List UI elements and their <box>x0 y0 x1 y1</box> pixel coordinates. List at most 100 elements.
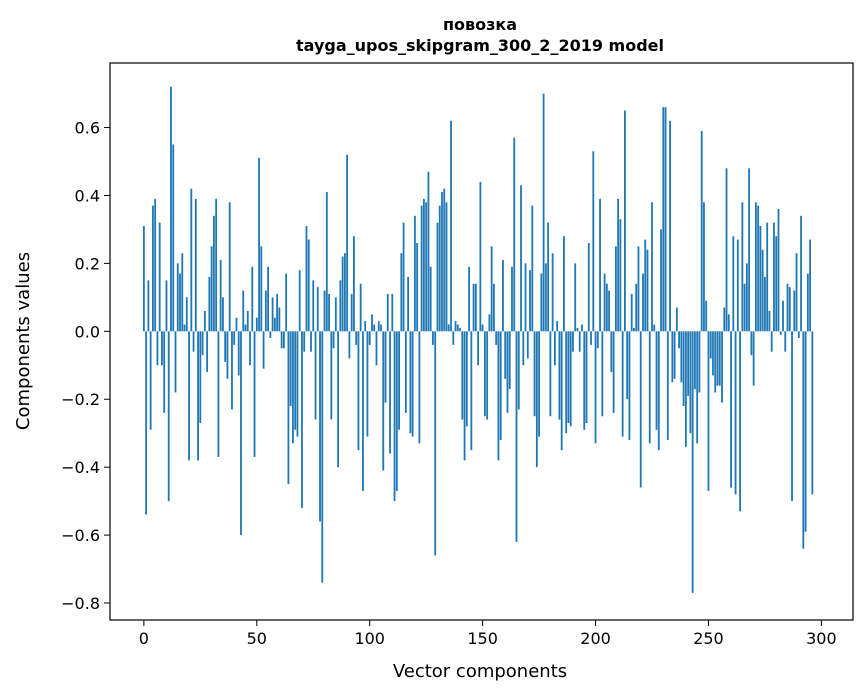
bar <box>380 324 382 332</box>
bar <box>486 331 489 420</box>
bar <box>587 243 590 332</box>
bar <box>556 321 559 332</box>
bar <box>366 331 369 437</box>
bar <box>190 188 193 332</box>
bar <box>698 331 701 393</box>
bar <box>599 198 601 332</box>
bar <box>628 331 631 440</box>
bar <box>511 266 513 332</box>
bar <box>307 239 310 332</box>
bar <box>411 331 414 437</box>
bar <box>732 236 735 332</box>
bar <box>423 198 425 332</box>
bar <box>375 331 378 366</box>
bar <box>540 273 543 332</box>
bar <box>603 273 606 332</box>
bar <box>788 287 791 332</box>
bar <box>219 259 222 332</box>
bar <box>321 331 324 583</box>
bar <box>165 280 168 332</box>
bar <box>339 280 342 332</box>
bar <box>353 236 355 332</box>
bar <box>278 307 281 332</box>
y-tick-label: 0.0 <box>75 322 100 341</box>
bar <box>371 314 373 332</box>
bar <box>454 321 457 332</box>
bar <box>669 120 671 332</box>
bar <box>181 253 184 332</box>
bar <box>583 331 586 430</box>
bar <box>203 310 206 332</box>
bar <box>694 331 696 390</box>
bar <box>551 253 554 332</box>
bar <box>791 331 793 502</box>
bar <box>804 331 807 532</box>
bar <box>258 158 260 332</box>
bar <box>427 171 430 332</box>
bar <box>542 93 545 332</box>
bar <box>174 331 177 393</box>
bar <box>786 283 789 332</box>
bar <box>294 331 297 430</box>
bars-group <box>142 86 814 593</box>
bar <box>459 327 461 332</box>
bar <box>533 331 536 417</box>
bar <box>305 226 308 332</box>
bar <box>700 130 703 332</box>
bar <box>267 266 269 332</box>
bar <box>355 331 358 345</box>
bar <box>680 331 683 383</box>
bar <box>773 222 775 332</box>
bar <box>522 331 525 366</box>
bar <box>314 331 317 420</box>
bar <box>285 273 288 332</box>
bar <box>332 331 335 349</box>
bar <box>707 331 710 491</box>
bar <box>524 263 527 332</box>
bar <box>567 331 570 424</box>
bar <box>337 331 339 468</box>
bar <box>145 331 148 515</box>
bar <box>714 331 717 393</box>
bar <box>276 293 279 332</box>
bar <box>660 229 662 332</box>
bar <box>434 331 437 556</box>
bar <box>197 331 199 461</box>
y-axis: −0.8 −0.6 −0.4 −0.2 0.0 0.2 0.4 0.6 <box>61 119 110 613</box>
bar <box>504 331 507 379</box>
bar <box>176 263 179 332</box>
bar <box>614 246 617 332</box>
bar <box>730 331 732 488</box>
bar <box>739 331 741 512</box>
bar <box>800 215 802 332</box>
bar <box>445 202 448 332</box>
bar <box>596 331 599 349</box>
bar <box>158 222 161 332</box>
bar <box>563 236 565 332</box>
bar <box>319 331 321 522</box>
bar <box>619 219 622 332</box>
bar <box>167 331 170 502</box>
bar <box>565 331 568 434</box>
bar <box>328 293 330 332</box>
bar <box>228 202 231 332</box>
bar <box>750 331 753 356</box>
bar <box>443 188 446 332</box>
x-tick-label: 0 <box>139 629 149 648</box>
bar <box>179 273 181 332</box>
bar <box>183 324 186 332</box>
bar <box>664 107 667 332</box>
bar <box>553 331 556 366</box>
bar <box>231 331 233 410</box>
bar <box>292 331 294 444</box>
bar <box>691 331 694 593</box>
bar <box>310 331 312 352</box>
bar <box>608 290 610 332</box>
bar <box>572 331 574 352</box>
bar <box>398 331 400 430</box>
bar <box>520 185 522 332</box>
bar <box>578 331 581 352</box>
x-tick-label: 250 <box>693 629 724 648</box>
bar <box>535 331 538 468</box>
bar <box>323 290 326 332</box>
